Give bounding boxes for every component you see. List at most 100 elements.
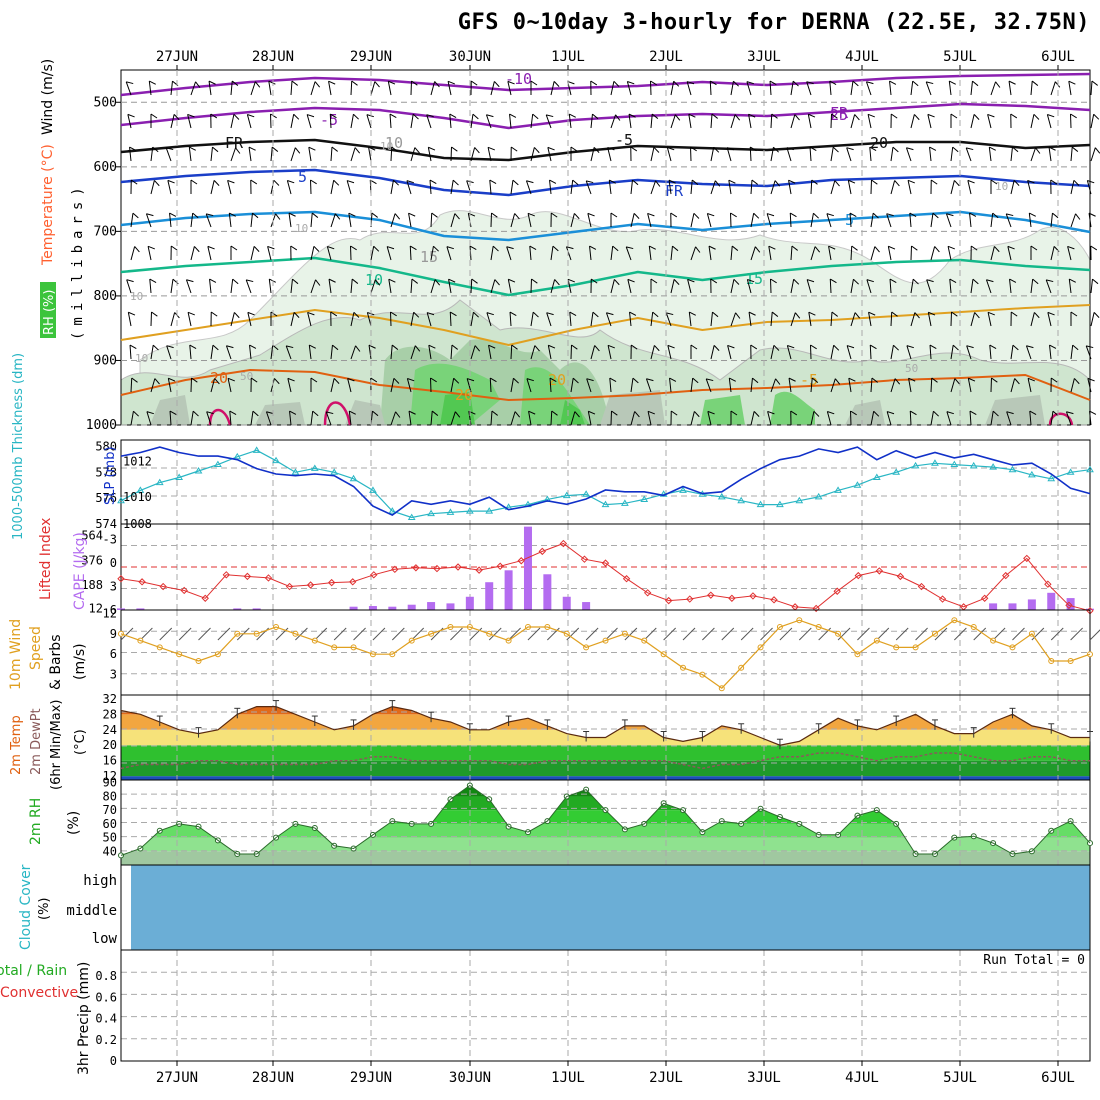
wind-barb-staff [429, 179, 432, 195]
wind-barb-staff [910, 81, 914, 96]
wind-barb [449, 113, 457, 129]
wind-barb [310, 179, 317, 195]
wind-barb-staff [869, 147, 872, 162]
wind-barb-flag [908, 377, 916, 382]
wind-barb-flag [470, 80, 478, 86]
wind-barb [895, 627, 909, 641]
wind-barb-staff [310, 213, 313, 228]
wind-barb-flag [527, 212, 535, 217]
wind-barb-staff [610, 81, 615, 96]
wind-barb-flag [729, 377, 736, 382]
wind-barb-staff [426, 312, 432, 327]
wind-barb-flag [894, 180, 900, 187]
wind-barb [466, 378, 475, 393]
wind-barb-flag [706, 378, 714, 382]
wind-barb [850, 410, 857, 426]
y-tick-label: 12 [89, 601, 103, 615]
wind-barb-staff [487, 147, 492, 162]
wind-barb-flag [294, 147, 301, 154]
wind-barb [887, 245, 896, 261]
wind-barb-flag [946, 411, 954, 415]
wind-barb [790, 312, 801, 327]
wind-barb-staff [906, 345, 912, 360]
wind-barb [310, 279, 321, 294]
wind-barb-staff [930, 213, 934, 228]
wind-barb-flag [190, 179, 198, 185]
wind-barb-flag [1029, 410, 1037, 415]
wind-barb-flag [212, 344, 219, 351]
wind-barb-flag [952, 146, 959, 153]
wind-barb-staff [850, 245, 853, 261]
wind-barb-staff [127, 312, 132, 327]
wind-barb [225, 345, 234, 360]
wind-barb [310, 245, 320, 261]
wind-barb-flag [1006, 213, 1014, 217]
wind-barb-flag [1006, 411, 1014, 415]
wind-barb [950, 180, 960, 195]
wind-barb [1085, 345, 1094, 360]
wind-barb [350, 345, 361, 360]
date-label-top: 27JUN [156, 49, 198, 65]
wind-barb-staff [446, 246, 452, 261]
wind-barb-staff [1007, 246, 1012, 261]
wind-barb-flag [414, 345, 421, 352]
wind-barb [275, 627, 289, 641]
wind-barb [1010, 146, 1019, 162]
wind-barb [447, 80, 455, 96]
wind-barb-staff [430, 411, 433, 426]
wind-barb-flag [972, 278, 979, 285]
precip-label-a: Total / Rain [0, 963, 67, 979]
wind-barb-staff [806, 279, 812, 294]
wind-barb-flag [933, 410, 939, 417]
wind-barb [368, 344, 376, 360]
wind-barb-staff [526, 378, 532, 393]
wind-barb [927, 113, 935, 129]
wind-barb-staff [609, 378, 612, 393]
wind-barb [190, 179, 198, 194]
cape-bar [1008, 603, 1017, 610]
wind-barb-staff [430, 81, 436, 96]
wind-barb-flag [707, 410, 715, 415]
wind-barb [150, 344, 159, 360]
li-point [917, 582, 926, 591]
wind-barb-flag [670, 410, 678, 416]
wind-barb [525, 180, 534, 195]
wind-barb-flag [710, 80, 717, 86]
wind-barb-flag [653, 146, 660, 153]
wind-barb-flag [149, 278, 157, 283]
wind-barb [550, 410, 558, 426]
wind-barb [1089, 629, 1100, 641]
wind-barb-staff [310, 411, 314, 426]
wind-barb [570, 411, 580, 426]
wind-barb [333, 627, 347, 641]
wind-barb [890, 146, 899, 162]
wind-barb-flag [227, 377, 235, 382]
wind-barb [670, 114, 681, 129]
wind-barb-flag [853, 278, 859, 285]
wind-barb [130, 410, 139, 426]
wind-barb-flag [473, 311, 479, 318]
wind-barb-flag [152, 146, 159, 153]
wind-barb [789, 212, 797, 228]
y-tick-label: 6 [110, 603, 117, 617]
wind-barb [159, 627, 173, 641]
wind-barb-staff [510, 411, 516, 426]
wind-barb [629, 311, 637, 327]
wind-barb-flag [567, 278, 575, 283]
wind-barb [605, 312, 614, 327]
y-tick-label: 80 [103, 789, 117, 803]
wind-barb [270, 113, 277, 129]
wind-barb [970, 278, 979, 294]
wind-barb-staff [867, 114, 872, 129]
wind-barb-flag [331, 146, 338, 152]
wind-barb-staff [1070, 378, 1075, 393]
wind-barb [485, 114, 494, 129]
wind-barb [730, 312, 741, 327]
wind-barb-flag [532, 113, 539, 120]
wind-barb [185, 279, 194, 294]
wind-barb-staff [490, 279, 496, 294]
wind-barb-flag [131, 377, 138, 383]
wind-barb-staff [326, 246, 332, 261]
cape-bar [523, 526, 532, 610]
wind-barb-flag [391, 344, 399, 350]
